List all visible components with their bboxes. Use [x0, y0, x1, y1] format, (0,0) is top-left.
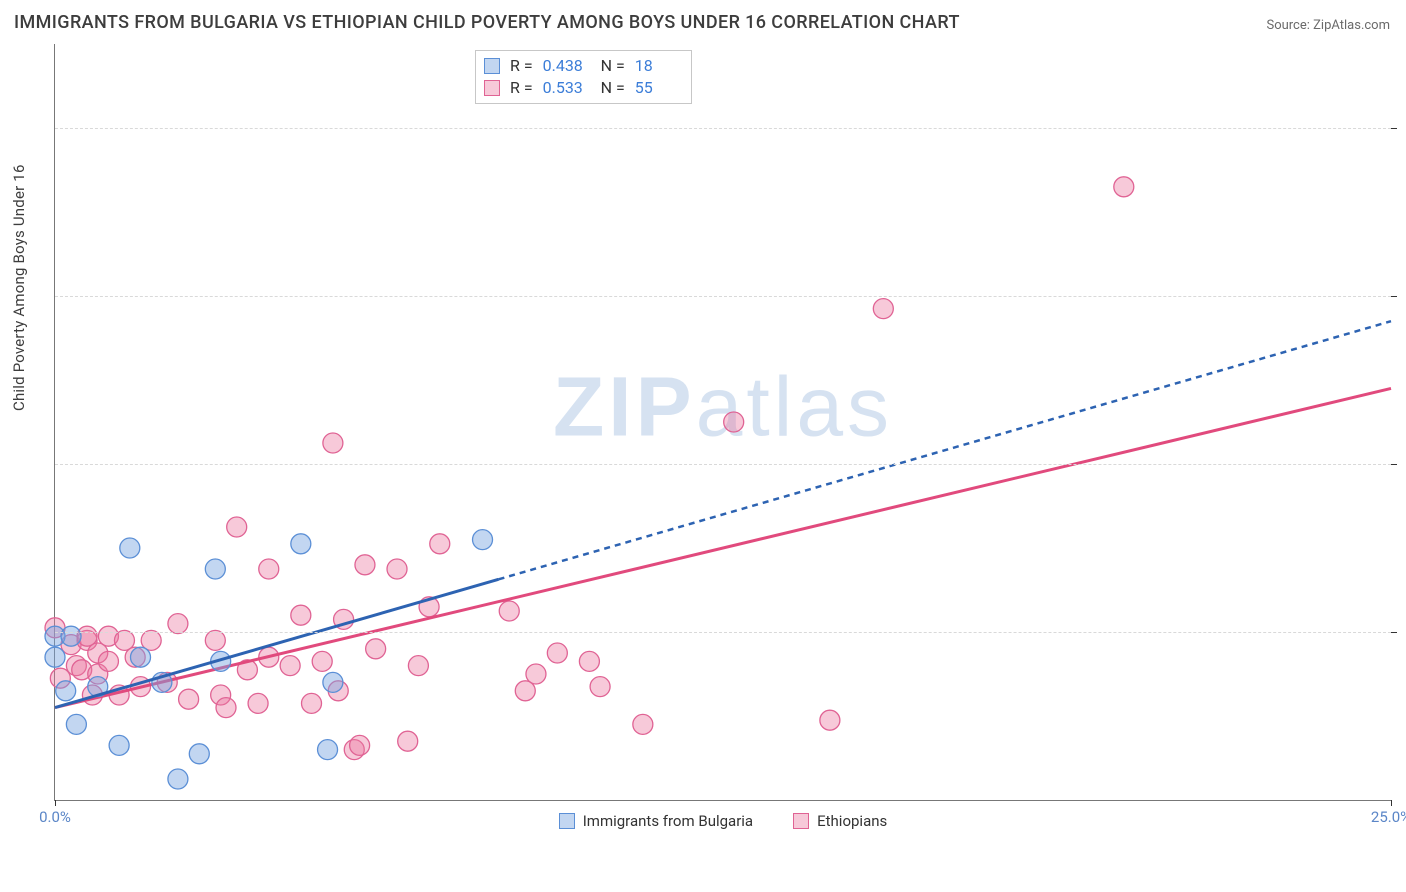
point-ethiopians [873, 299, 893, 319]
y-tick-label: 40.0% [1401, 455, 1406, 473]
legend-item-ethiopians: Ethiopians [793, 812, 887, 830]
point-ethiopians [547, 643, 567, 663]
series-legend: Immigrants from Bulgaria Ethiopians [55, 812, 1391, 830]
point-ethiopians [820, 710, 840, 730]
scatter-chart: ZIPatlas R = 0.438 N = 18 R = 0.533 N = … [54, 44, 1391, 801]
point-ethiopians [499, 601, 519, 621]
trend-ethiopians [55, 388, 1391, 707]
point-ethiopians [216, 698, 236, 718]
y-axis-label: Child Poverty Among Boys Under 16 [10, 164, 28, 411]
point-ethiopians [323, 433, 343, 453]
point-ethiopians [350, 735, 370, 755]
legend-label: Ethiopians [817, 812, 887, 830]
point-bulgaria [473, 530, 493, 550]
point-ethiopians [98, 651, 118, 671]
point-ethiopians [430, 534, 450, 554]
plot-svg [55, 44, 1391, 800]
swatch-bulgaria [559, 813, 575, 829]
chart-source: Source: ZipAtlas.com [1266, 18, 1390, 33]
x-tick-label: 25.0% [1371, 808, 1406, 826]
swatch-bulgaria [484, 58, 500, 74]
point-bulgaria [168, 769, 188, 789]
legend-item-bulgaria: Immigrants from Bulgaria [559, 812, 753, 830]
point-bulgaria [61, 626, 81, 646]
point-ethiopians [179, 689, 199, 709]
point-ethiopians [724, 412, 744, 432]
point-ethiopians [1114, 177, 1134, 197]
point-ethiopians [248, 693, 268, 713]
point-ethiopians [579, 651, 599, 671]
point-bulgaria [205, 559, 225, 579]
point-ethiopians [302, 693, 322, 713]
point-ethiopians [259, 559, 279, 579]
point-bulgaria [189, 744, 209, 764]
x-tick-label: 0.0% [39, 808, 71, 826]
point-ethiopians [387, 559, 407, 579]
y-tick-label: 80.0% [1401, 119, 1406, 137]
point-ethiopians [168, 614, 188, 634]
point-ethiopians [590, 677, 610, 697]
point-bulgaria [56, 681, 76, 701]
stats-legend: R = 0.438 N = 18 R = 0.533 N = 55 [475, 50, 692, 104]
stats-row-bulgaria: R = 0.438 N = 18 [484, 55, 683, 77]
y-tick-label: 60.0% [1401, 287, 1406, 305]
y-tick-label: 20.0% [1401, 623, 1406, 641]
point-ethiopians [312, 651, 332, 671]
stats-row-ethiopians: R = 0.533 N = 55 [484, 77, 683, 99]
point-bulgaria [66, 714, 86, 734]
legend-label: Immigrants from Bulgaria [583, 812, 753, 830]
point-ethiopians [526, 664, 546, 684]
point-bulgaria [45, 647, 65, 667]
point-ethiopians [408, 656, 428, 676]
point-bulgaria [318, 740, 338, 760]
point-bulgaria [291, 534, 311, 554]
point-ethiopians [398, 731, 418, 751]
point-ethiopians [291, 605, 311, 625]
point-ethiopians [205, 630, 225, 650]
point-ethiopians [227, 517, 247, 537]
chart-title: IMMIGRANTS FROM BULGARIA VS ETHIOPIAN CH… [14, 12, 960, 33]
point-ethiopians [633, 714, 653, 734]
trend-bulgaria-dash [499, 321, 1391, 579]
point-bulgaria [120, 538, 140, 558]
point-ethiopians [280, 656, 300, 676]
point-bulgaria [323, 672, 343, 692]
swatch-ethiopians [793, 813, 809, 829]
point-ethiopians [355, 555, 375, 575]
point-bulgaria [131, 647, 151, 667]
point-ethiopians [366, 639, 386, 659]
point-bulgaria [109, 735, 129, 755]
swatch-ethiopians [484, 80, 500, 96]
